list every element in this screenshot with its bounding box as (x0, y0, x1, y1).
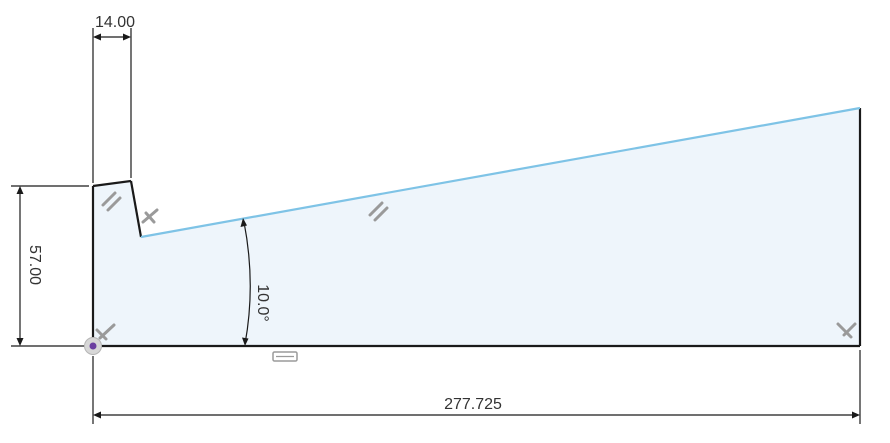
origin-point-icon[interactable] (84, 337, 102, 355)
arrowhead (93, 33, 101, 41)
dimension-left-height[interactable] (11, 185, 89, 347)
dimension-top-width-value[interactable]: 14.00 (95, 14, 135, 31)
arrowhead (240, 218, 247, 227)
arrowhead (123, 33, 131, 41)
dimension-overall-length[interactable] (92, 350, 861, 424)
dimension-arc (243, 221, 251, 345)
dimension-overall-length-value[interactable]: 277.725 (444, 396, 502, 413)
sketch-profile-edges[interactable] (91, 108, 862, 348)
arrowhead (852, 411, 860, 419)
dimension-angle[interactable] (240, 218, 251, 346)
sketch-profile-region[interactable] (93, 108, 860, 346)
perpendicular-constraint-icon[interactable] (836, 322, 857, 339)
dimension-angle-value[interactable]: 10.0° (254, 284, 271, 322)
fix-constraint-icon[interactable] (272, 351, 298, 362)
arrowhead (242, 337, 249, 346)
arrowhead (93, 411, 101, 419)
edge-notch[interactable] (129, 180, 143, 238)
parallel-constraint-icon[interactable] (368, 201, 389, 222)
dimension-top-width[interactable] (92, 28, 132, 183)
arrowhead (16, 338, 24, 346)
dimension-left-height-value[interactable]: 57.00 (26, 245, 43, 285)
arrowhead (16, 186, 24, 194)
perpendicular-constraint-icon[interactable] (95, 323, 116, 341)
edge-top-short[interactable] (92, 179, 132, 188)
parallel-constraint-icon[interactable] (101, 191, 122, 212)
perpendicular-constraint-icon[interactable] (141, 208, 159, 224)
edge-sloped-selected[interactable] (140, 106, 861, 239)
